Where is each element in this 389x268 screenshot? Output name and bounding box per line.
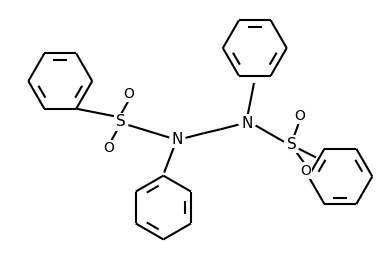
Text: N: N xyxy=(171,132,183,147)
Text: O: O xyxy=(294,109,305,123)
Text: S: S xyxy=(287,137,297,152)
Text: O: O xyxy=(300,163,311,178)
Text: N: N xyxy=(241,116,253,131)
Text: S: S xyxy=(116,114,126,129)
Text: O: O xyxy=(103,142,114,155)
Text: O: O xyxy=(123,87,134,101)
